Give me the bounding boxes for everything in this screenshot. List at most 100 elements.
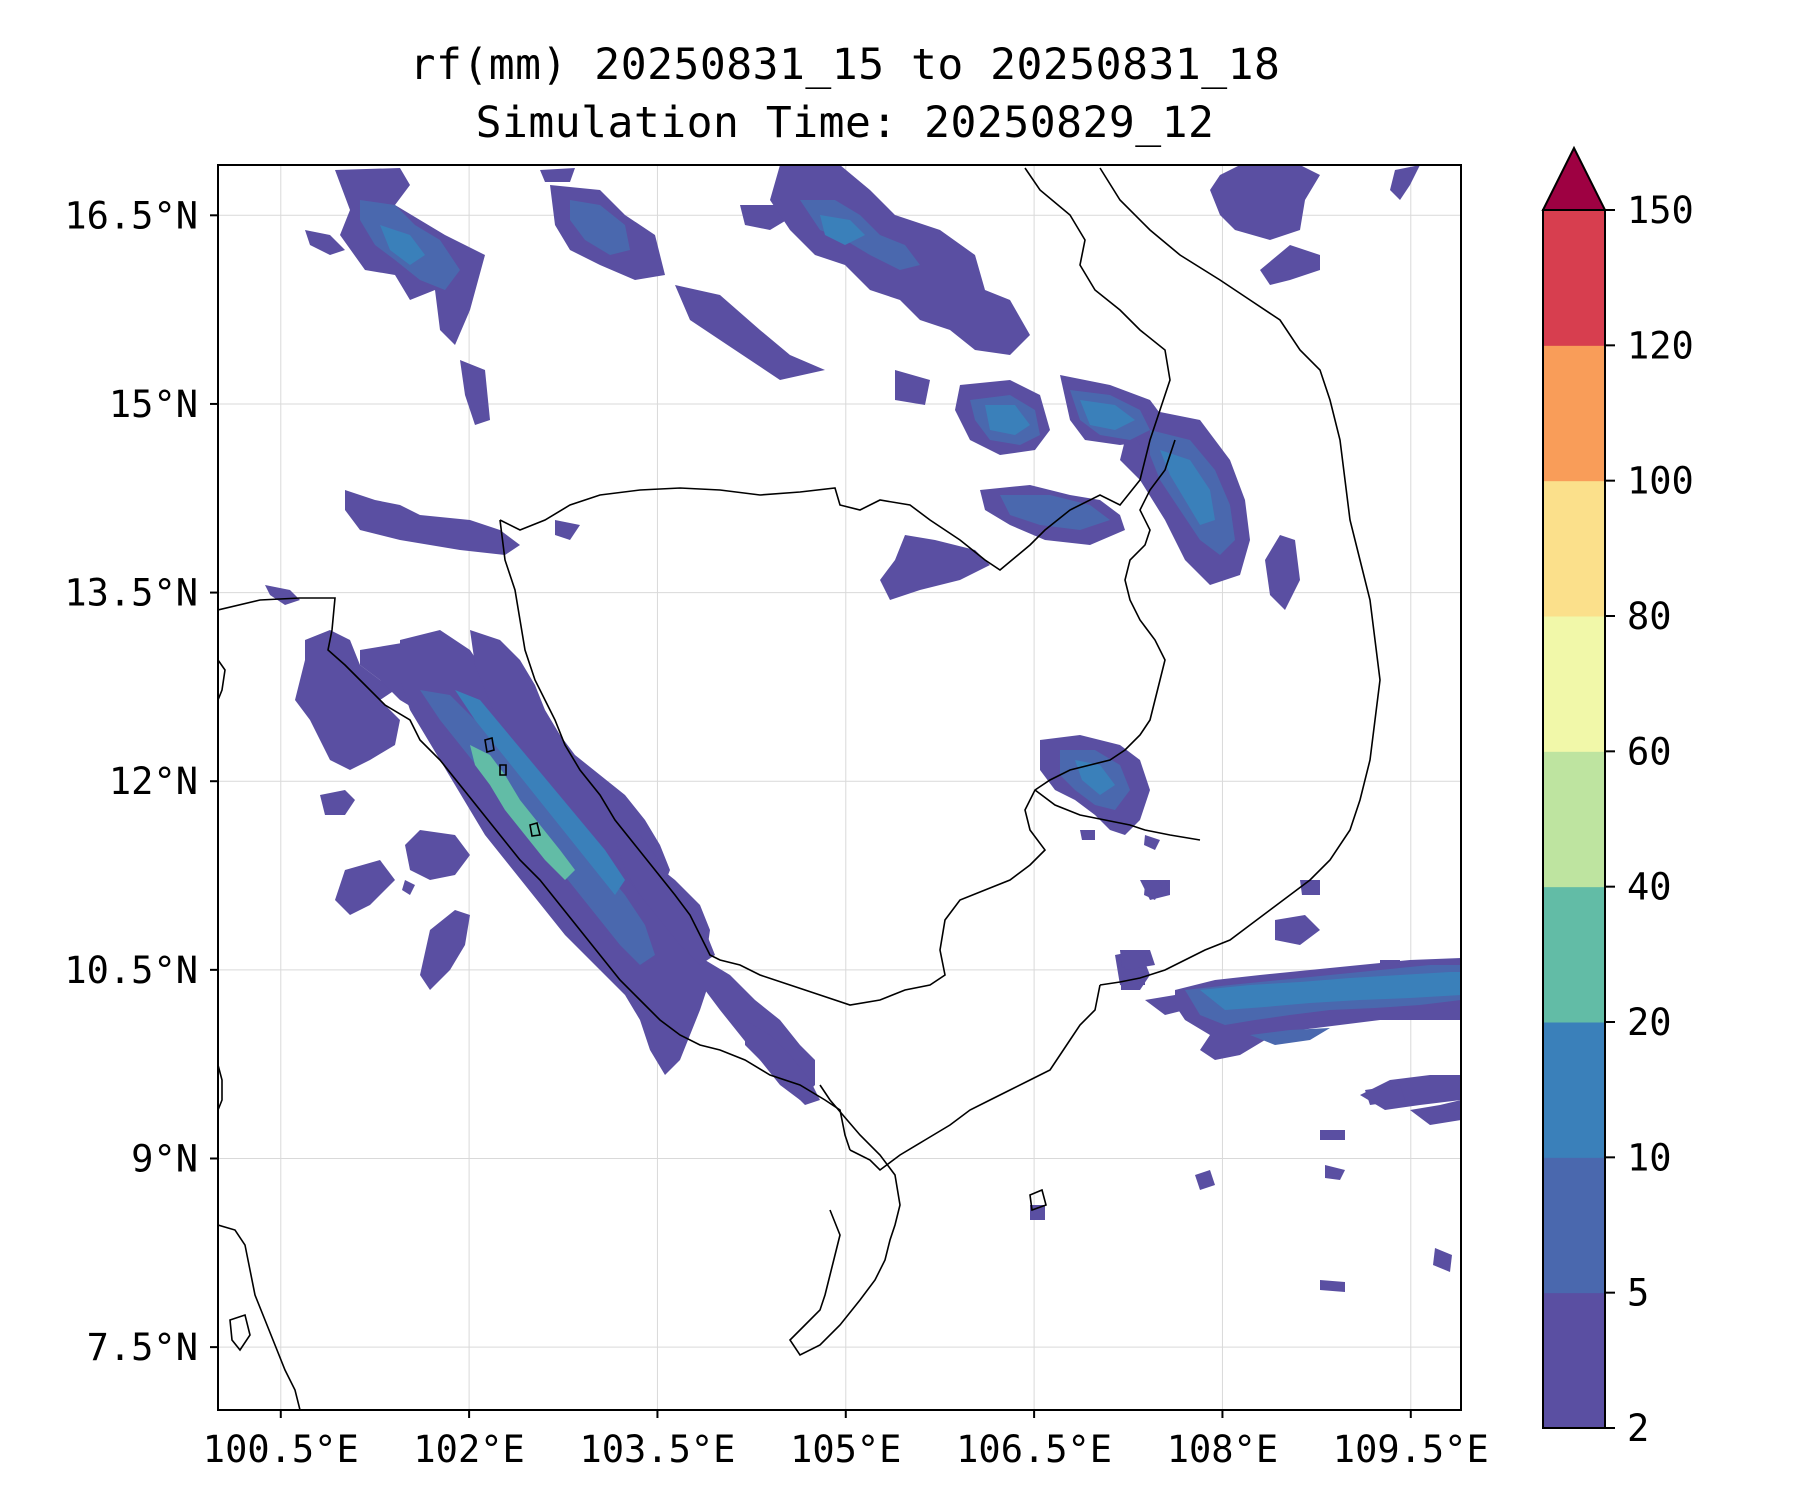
colorbar-segment bbox=[1543, 1157, 1605, 1294]
longitude-ticks: 100.5°E 102°E 103.5°E 105°E 106.5°E 108°E 109.… bbox=[203, 1410, 1489, 1471]
map-title: rf(mm) 20250831_15 to 20250831_18 bbox=[409, 40, 1281, 90]
rain-area bbox=[1080, 830, 1095, 840]
country-border bbox=[1034, 789, 1201, 841]
island bbox=[1029, 1188, 1047, 1212]
coastline bbox=[218, 659, 226, 701]
island bbox=[529, 822, 541, 837]
colorbar: 2 5 10 20 40 60 80 100 120 150 bbox=[1541, 145, 1694, 1450]
rain-area bbox=[380, 225, 425, 265]
colorbar-tick-label: 2 bbox=[1627, 1407, 1649, 1450]
colorbar-tick-label: 120 bbox=[1627, 324, 1694, 367]
rain-area bbox=[555, 520, 580, 540]
rain-area bbox=[1433, 1248, 1452, 1272]
rain-area bbox=[1320, 1280, 1345, 1292]
rain-area bbox=[1075, 760, 1115, 795]
rain-area bbox=[1120, 955, 1148, 965]
rain-area bbox=[1325, 1165, 1345, 1180]
coastline bbox=[218, 1064, 223, 1111]
colorbar-segment bbox=[1543, 616, 1605, 752]
rain-area bbox=[1275, 915, 1320, 945]
rain-area bbox=[470, 630, 670, 895]
rain-area bbox=[675, 285, 825, 380]
rain-area bbox=[1250, 1028, 1330, 1045]
colorbar-tick-label: 10 bbox=[1627, 1136, 1672, 1179]
colorbar-segment bbox=[1543, 345, 1605, 482]
rain-area bbox=[1144, 835, 1160, 850]
rain-area bbox=[1121, 980, 1140, 990]
rain-area bbox=[1410, 1100, 1461, 1125]
colorbar-extend-arrow bbox=[1541, 145, 1607, 211]
rainfall-fields bbox=[265, 165, 1461, 1292]
rain-area bbox=[1300, 880, 1320, 895]
plot-frame bbox=[217, 164, 1462, 1411]
rain-area bbox=[570, 200, 630, 255]
colorbar-tick-label: 150 bbox=[1627, 189, 1694, 232]
island bbox=[484, 736, 495, 754]
island bbox=[499, 764, 507, 776]
coastline bbox=[849, 984, 1101, 1172]
rain-area bbox=[1160, 450, 1215, 525]
colorbar-segment bbox=[1543, 751, 1605, 888]
lat-tick-label: 13.5°N bbox=[64, 572, 198, 615]
map-subtitle: Simulation Time: 20250829_12 bbox=[475, 98, 1215, 148]
rain-area bbox=[540, 168, 575, 182]
rain-area bbox=[420, 910, 470, 990]
rain-area bbox=[1200, 972, 1461, 1010]
lon-tick-label: 102°E bbox=[413, 1428, 524, 1471]
country-border bbox=[499, 439, 1176, 1006]
colorbar-tick-label: 5 bbox=[1627, 1272, 1649, 1315]
colorbar-tick-label: 60 bbox=[1627, 730, 1672, 773]
coastline bbox=[1099, 167, 1381, 986]
rain-area bbox=[295, 630, 400, 770]
rain-area bbox=[1265, 535, 1300, 610]
rain-area bbox=[460, 360, 490, 425]
lat-tick-label: 16.5°N bbox=[64, 194, 198, 237]
rain-area bbox=[820, 215, 865, 245]
rain-area bbox=[455, 690, 625, 895]
colorbar-segment bbox=[1543, 210, 1605, 346]
rain-area bbox=[402, 880, 415, 895]
lat-tick-label: 10.5°N bbox=[64, 949, 198, 992]
rain-area bbox=[265, 585, 300, 605]
rain-area bbox=[1320, 1130, 1345, 1140]
colorbar-segment bbox=[1543, 480, 1605, 617]
lon-tick-label: 103.5°E bbox=[579, 1428, 735, 1471]
rain-area bbox=[880, 535, 990, 600]
rain-area bbox=[305, 230, 345, 255]
lon-tick-label: 109.5°E bbox=[1333, 1428, 1489, 1471]
rain-area bbox=[745, 1020, 820, 1105]
rain-area bbox=[1080, 400, 1135, 430]
coastline bbox=[788, 1084, 901, 1357]
colorbar-tick-label: 40 bbox=[1627, 866, 1672, 909]
colorbar-tick-label: 80 bbox=[1627, 595, 1672, 638]
rain-area bbox=[985, 405, 1030, 435]
lat-tick-label: 9°N bbox=[131, 1137, 198, 1180]
rain-area bbox=[470, 745, 575, 880]
lon-tick-label: 105°E bbox=[790, 1428, 901, 1471]
rain-area bbox=[1260, 245, 1320, 285]
lat-tick-label: 7.5°N bbox=[87, 1326, 198, 1369]
coastline bbox=[229, 1313, 251, 1352]
rain-area bbox=[895, 370, 930, 405]
rain-area bbox=[335, 860, 395, 915]
lon-tick-label: 106.5°E bbox=[956, 1428, 1112, 1471]
lon-tick-label: 100.5°E bbox=[203, 1428, 359, 1471]
rain-area bbox=[1145, 995, 1185, 1015]
rain-area bbox=[615, 835, 715, 965]
country-border bbox=[499, 167, 1171, 571]
rain-area bbox=[1210, 165, 1320, 240]
latitude-ticks: 16.5°N 15°N 13.5°N 12°N 10.5°N 9°N 7.5°N bbox=[64, 194, 218, 1369]
plot-background bbox=[218, 165, 1461, 1410]
rain-area bbox=[1365, 1085, 1405, 1105]
colorbar-tick-label: 100 bbox=[1627, 460, 1694, 503]
colorbar-frame bbox=[1542, 209, 1606, 1429]
rain-area bbox=[1145, 885, 1150, 890]
country-border bbox=[218, 597, 851, 1151]
rain-area bbox=[320, 790, 355, 815]
rain-area bbox=[345, 490, 520, 555]
rain-area bbox=[1195, 1170, 1215, 1190]
colorbar-segment bbox=[1543, 886, 1605, 1023]
lat-tick-label: 12°N bbox=[109, 760, 198, 803]
rain-area bbox=[1390, 165, 1420, 200]
